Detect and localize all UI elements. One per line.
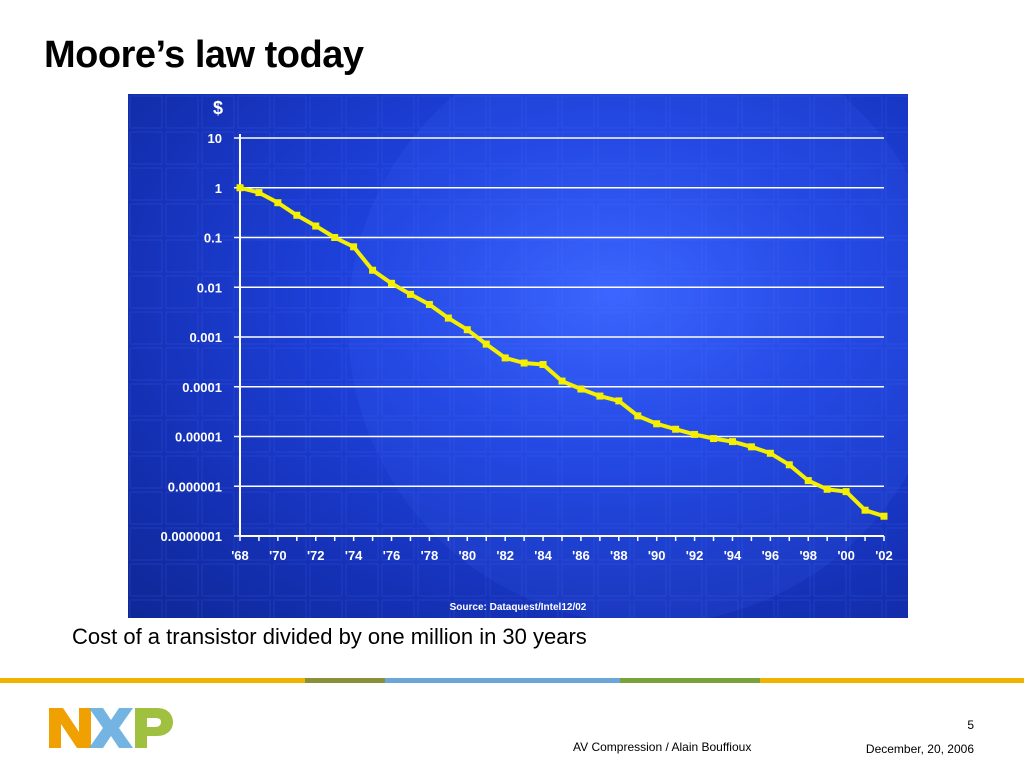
x-tick-label: '84 xyxy=(534,548,552,563)
footer-bar-segment xyxy=(620,678,760,683)
slide-title: Moore’s law today xyxy=(44,34,364,76)
y-tick-label: 0.001 xyxy=(189,330,222,345)
data-point xyxy=(539,361,547,369)
y-tick-label: 0.1 xyxy=(204,231,222,246)
footer-presentation-info: AV Compression / Alain Bouffioux xyxy=(573,740,752,754)
footer-bar-segment xyxy=(385,678,620,683)
data-point xyxy=(691,430,699,438)
x-tick-label: '80 xyxy=(459,548,477,563)
x-tick-label: '98 xyxy=(799,548,817,563)
x-tick-label: '76 xyxy=(383,548,401,563)
data-point xyxy=(672,425,680,433)
y-tick-label: 0.00001 xyxy=(175,430,222,445)
data-point xyxy=(728,438,736,446)
data-point xyxy=(842,488,850,496)
data-point xyxy=(388,279,396,287)
page-number: 5 xyxy=(967,718,974,732)
data-point xyxy=(823,485,831,493)
data-point xyxy=(766,449,774,457)
data-point xyxy=(747,443,755,451)
y-tick-label: 0.0001 xyxy=(182,380,222,395)
data-point xyxy=(880,512,888,520)
logo-p-letter xyxy=(135,708,173,748)
chart-panel: 10 1 0.1 0.01 0.001 0.0001 0.00001 0.000001 0.00… xyxy=(128,94,908,618)
x-tick-label: '72 xyxy=(307,548,325,563)
chart-background-pattern xyxy=(128,94,908,618)
data-point xyxy=(558,377,566,385)
data-point xyxy=(293,211,301,219)
x-tick-label: '02 xyxy=(875,548,893,563)
y-tick-label: 1 xyxy=(215,181,222,196)
slide-caption: Cost of a transistor divided by one mill… xyxy=(72,624,587,649)
y-tick-label: 0.01 xyxy=(197,280,222,295)
x-tick-label: '82 xyxy=(496,548,514,563)
x-tick-label: '00 xyxy=(837,548,855,563)
x-tick-label: '78 xyxy=(421,548,439,563)
data-point xyxy=(331,234,339,241)
data-point xyxy=(274,199,282,207)
chart-source-note: Source: Dataquest/Intel12/02 xyxy=(450,602,587,613)
data-point xyxy=(861,506,869,514)
data-point xyxy=(785,461,793,469)
x-tick-label: '86 xyxy=(572,548,590,563)
x-tick-label: '70 xyxy=(269,548,287,563)
logo-x-letter xyxy=(89,708,133,748)
y-tick-label: 0.000001 xyxy=(168,479,222,494)
data-point xyxy=(710,435,718,443)
data-point xyxy=(804,477,812,485)
data-point xyxy=(236,184,244,192)
data-point xyxy=(501,354,509,362)
data-point xyxy=(482,340,490,348)
data-point xyxy=(653,420,661,428)
data-point xyxy=(463,326,471,334)
chart-svg: 10 1 0.1 0.01 0.001 0.0001 0.00001 0.000001 0.00… xyxy=(128,94,908,618)
footer-bar-segment xyxy=(0,678,305,683)
data-point xyxy=(369,266,377,274)
nxp-logo xyxy=(49,708,173,748)
x-tick-label: '92 xyxy=(686,548,704,563)
data-point xyxy=(425,301,433,309)
x-tick-label: '90 xyxy=(648,548,666,563)
y-tick-label: 0.0000001 xyxy=(161,529,222,544)
footer-date: December, 20, 2006 xyxy=(865,742,974,756)
y-tick-label: 10 xyxy=(208,131,222,146)
footer-bar-segment xyxy=(760,678,1024,683)
data-point xyxy=(615,397,623,405)
data-point xyxy=(520,359,528,367)
data-point xyxy=(577,385,585,393)
x-tick-label: '74 xyxy=(345,548,363,563)
data-point xyxy=(634,412,642,420)
data-point xyxy=(444,314,452,322)
footer-bar-segment xyxy=(305,678,385,683)
x-tick-label: '94 xyxy=(724,548,742,563)
x-tick-label: '88 xyxy=(610,548,628,563)
footer-color-bar xyxy=(0,678,1024,683)
data-point xyxy=(350,243,358,251)
x-tick-label: '68 xyxy=(231,548,249,563)
data-point xyxy=(406,290,414,298)
data-point xyxy=(596,392,604,400)
y-axis-unit-label: $ xyxy=(213,98,223,118)
logo-n-letter xyxy=(49,708,91,748)
data-point xyxy=(312,222,320,230)
x-tick-label: '96 xyxy=(762,548,780,563)
data-point xyxy=(255,189,263,197)
